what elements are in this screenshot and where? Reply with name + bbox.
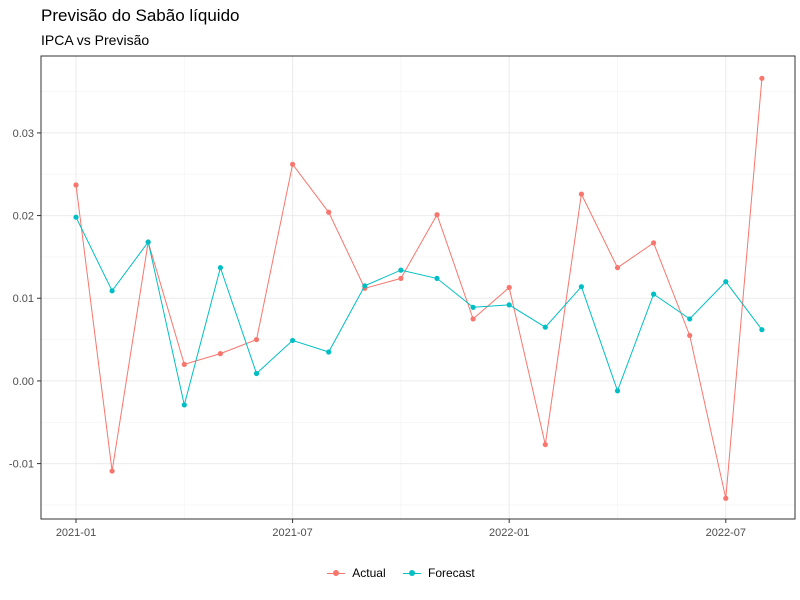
data-point-forecast xyxy=(614,388,621,394)
data-point-actual xyxy=(687,332,693,339)
legend-key-actual xyxy=(325,566,347,580)
y-tick-label: 0.00 xyxy=(13,376,34,388)
data-point-forecast xyxy=(506,302,512,308)
data-point-actual xyxy=(326,209,332,215)
x-tick-label: 2021-07 xyxy=(272,527,312,539)
data-point-actual xyxy=(217,351,223,357)
data-point-forecast xyxy=(362,283,368,289)
x-tick-label: 2022-01 xyxy=(489,527,529,539)
legend-dot-actual xyxy=(333,570,340,576)
data-point-actual xyxy=(434,212,440,218)
legend-item-forecast: Forecast xyxy=(401,566,475,580)
data-point-forecast xyxy=(109,288,115,294)
series-line-actual xyxy=(75,78,763,499)
data-point-actual xyxy=(651,240,657,246)
data-point-actual xyxy=(759,75,765,81)
data-point-forecast xyxy=(687,316,693,322)
y-tick-label: 0.01 xyxy=(13,293,34,305)
chart-legend: Actual Forecast xyxy=(0,566,800,583)
legend-item-actual: Actual xyxy=(325,566,386,580)
data-point-forecast xyxy=(651,291,657,297)
data-point-forecast xyxy=(326,349,332,355)
y-tick-label: 0.03 xyxy=(13,128,34,140)
chart-title: Previsão do Sabão líquido xyxy=(41,6,240,25)
data-point-forecast xyxy=(253,370,260,377)
data-point-actual xyxy=(470,316,476,322)
data-point-forecast xyxy=(290,337,296,344)
plot-panel xyxy=(41,56,795,519)
data-point-forecast xyxy=(759,327,765,333)
data-point-actual xyxy=(290,161,296,167)
legend-dot-forecast xyxy=(409,570,415,576)
data-point-actual xyxy=(398,275,404,282)
legend-label-actual: Actual xyxy=(352,566,386,580)
data-point-forecast xyxy=(578,284,585,290)
data-point-forecast xyxy=(434,275,440,282)
legend-label-forecast: Forecast xyxy=(428,566,475,580)
plot-border xyxy=(40,55,796,520)
data-point-forecast xyxy=(398,267,404,273)
data-point-actual xyxy=(109,468,115,474)
data-point-actual xyxy=(73,182,79,188)
data-point-actual xyxy=(253,336,260,343)
y-tick-label: 0.02 xyxy=(13,211,34,223)
y-tick-label: -0.01 xyxy=(9,459,34,471)
chart-subtitle: IPCA vs Previsão xyxy=(41,32,150,48)
data-point-actual xyxy=(181,361,187,367)
data-point-forecast xyxy=(217,265,223,271)
data-point-forecast xyxy=(73,214,79,220)
data-point-forecast xyxy=(470,304,476,310)
data-point-actual xyxy=(578,191,585,197)
series-line-forecast xyxy=(75,216,763,406)
data-point-actual xyxy=(542,441,548,448)
data-point-forecast xyxy=(181,402,187,408)
data-point-actual xyxy=(614,265,621,271)
x-tick-label: 2021-01 xyxy=(56,527,96,539)
data-point-forecast xyxy=(723,279,729,285)
legend-key-forecast xyxy=(401,566,423,580)
data-point-actual xyxy=(723,495,729,501)
data-point-forecast xyxy=(542,324,548,330)
data-point-actual xyxy=(506,284,512,291)
x-tick-label: 2022-07 xyxy=(706,527,746,539)
data-point-forecast xyxy=(145,239,151,245)
